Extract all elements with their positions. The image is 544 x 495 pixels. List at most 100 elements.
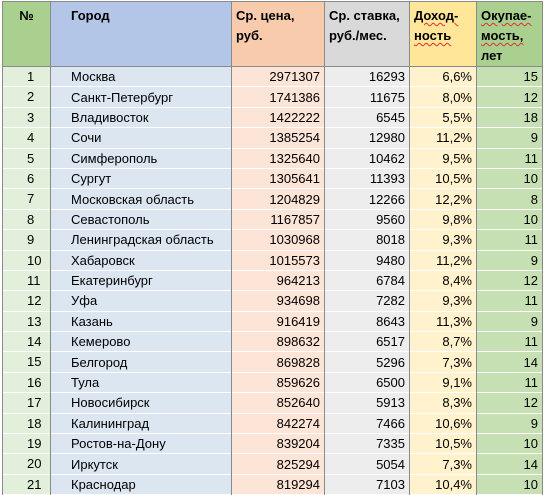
cell-yield: 11,2% [409, 127, 477, 149]
header-rate-line2: руб./мес. [329, 28, 387, 43]
cell-yield: 11,3% [409, 311, 477, 332]
cell-payback: 10 [476, 168, 543, 189]
header-yield-line1: Доход- [414, 8, 459, 23]
header-payback-line1: Окупае- [481, 8, 532, 23]
table-row: 6 Сургут 1305641 11393 10,5% 10 [2, 168, 543, 189]
cell-city: Казань [50, 311, 232, 332]
cell-rate: 6545 [324, 107, 410, 128]
cell-city: Ленинградская область [50, 229, 232, 251]
cell-payback: 10 [476, 474, 543, 495]
table-row: 9 Ленинградская область 1030968 8018 9,3% 11 [2, 229, 543, 251]
cell-rate: 16293 [324, 66, 410, 87]
cell-rate: 9560 [324, 209, 410, 230]
cell-city: Иркутск [50, 453, 232, 475]
cell-payback: 18 [476, 107, 543, 128]
cell-city: Белгород [50, 351, 232, 373]
cell-yield: 7,3% [409, 453, 477, 475]
cell-payback: 11 [476, 229, 543, 251]
cell-yield: 10,5% [409, 168, 477, 189]
cell-city: Владивосток [50, 107, 232, 128]
cell-num: 20 [2, 453, 51, 475]
cell-payback: 12 [476, 270, 543, 291]
cell-price: 869828 [231, 351, 325, 373]
table-row: 1 Москва 2971307 16293 6,6% 15 [2, 66, 543, 87]
cell-yield: 7,3% [409, 351, 477, 373]
table-row: 4 Сочи 1385254 12980 11,2% 9 [2, 127, 543, 149]
cell-rate: 7466 [324, 413, 410, 434]
cell-rate: 5296 [324, 351, 410, 373]
cell-price: 2971307 [231, 66, 325, 87]
cell-city: Москва [50, 66, 232, 87]
table-row: 5 Симферополь 1325640 10462 9,5% 11 [2, 148, 543, 169]
cell-payback: 14 [476, 453, 543, 475]
cell-yield: 9,8% [409, 209, 477, 230]
header-price: Ср. цена, руб. [231, 1, 325, 67]
cell-price: 1385254 [231, 127, 325, 149]
cell-num: 18 [2, 413, 51, 434]
cell-payback: 9 [476, 250, 543, 271]
cell-yield: 5,5% [409, 107, 477, 128]
header-row: № Город Ср. цена, руб. Ср. ставка, руб./… [2, 1, 543, 67]
cell-payback: 9 [476, 413, 543, 434]
cell-price: 1325640 [231, 148, 325, 169]
cell-price: 964213 [231, 270, 325, 291]
table-row: 14 Кемерово 898632 6517 8,7% 11 [2, 331, 543, 352]
header-payback-line3: лет [481, 48, 503, 63]
cell-city: Ростов-на-Дону [50, 433, 232, 454]
cell-city: Севастополь [50, 209, 232, 230]
cell-payback: 12 [476, 86, 543, 108]
table-body: 1 Москва 2971307 16293 6,6% 15 2 Санкт-Петербур… [2, 66, 543, 495]
cell-rate: 5913 [324, 392, 410, 414]
cell-rate: 11393 [324, 168, 410, 189]
cell-rate: 7282 [324, 290, 410, 312]
cell-rate: 9480 [324, 250, 410, 271]
cell-rate: 8018 [324, 229, 410, 251]
cell-payback: 11 [476, 331, 543, 352]
cell-price: 819294 [231, 474, 325, 495]
cell-payback: 10 [476, 209, 543, 230]
cell-price: 934698 [231, 290, 325, 312]
cell-city: Уфа [50, 290, 232, 312]
cell-num: 8 [2, 209, 51, 230]
cell-price: 825294 [231, 453, 325, 475]
cell-rate: 6517 [324, 331, 410, 352]
cell-num: 14 [2, 331, 51, 352]
cell-yield: 10,4% [409, 474, 477, 495]
cell-price: 916419 [231, 311, 325, 332]
table-row: 12 Уфа 934698 7282 9,3% 11 [2, 290, 543, 312]
cell-yield: 9,3% [409, 290, 477, 312]
cell-num: 5 [2, 148, 51, 169]
cell-yield: 8,4% [409, 270, 477, 291]
cell-city: Хабаровск [50, 250, 232, 271]
cell-rate: 6500 [324, 372, 410, 393]
table-row: 20 Иркутск 825294 5054 7,3% 14 [2, 453, 543, 475]
cell-num: 2 [2, 86, 51, 108]
cell-rate: 7335 [324, 433, 410, 454]
cell-num: 21 [2, 474, 51, 495]
header-price-line2: руб. [236, 28, 263, 43]
cell-city: Калининград [50, 413, 232, 434]
cell-price: 1741386 [231, 86, 325, 108]
cell-city: Тула [50, 372, 232, 393]
cell-payback: 11 [476, 372, 543, 393]
cell-yield: 12,2% [409, 188, 477, 210]
table-row: 18 Калининград 842274 7466 10,6% 9 [2, 413, 543, 434]
cell-num: 19 [2, 433, 51, 454]
cell-city: Санкт-Петербург [50, 86, 232, 108]
cell-num: 7 [2, 188, 51, 210]
cell-payback: 9 [476, 311, 543, 332]
table-row: 8 Севастополь 1167857 9560 9,8% 10 [2, 209, 543, 230]
table-row: 2 Санкт-Петербург 1741386 11675 8,0% 12 [2, 86, 543, 108]
header-payback: Окупае- мость, лет [476, 1, 543, 67]
cell-payback: 10 [476, 433, 543, 454]
cell-price: 1167857 [231, 209, 325, 230]
cell-num: 15 [2, 351, 51, 373]
cell-rate: 11675 [324, 86, 410, 108]
cell-price: 839204 [231, 433, 325, 454]
cell-price: 1305641 [231, 168, 325, 189]
table-row: 17 Новосибирск 852640 5913 8,3% 12 [2, 392, 543, 414]
cell-price: 1204829 [231, 188, 325, 210]
cell-payback: 9 [476, 127, 543, 149]
header-yield: Доход- ность [409, 1, 477, 67]
cell-payback: 11 [476, 148, 543, 169]
